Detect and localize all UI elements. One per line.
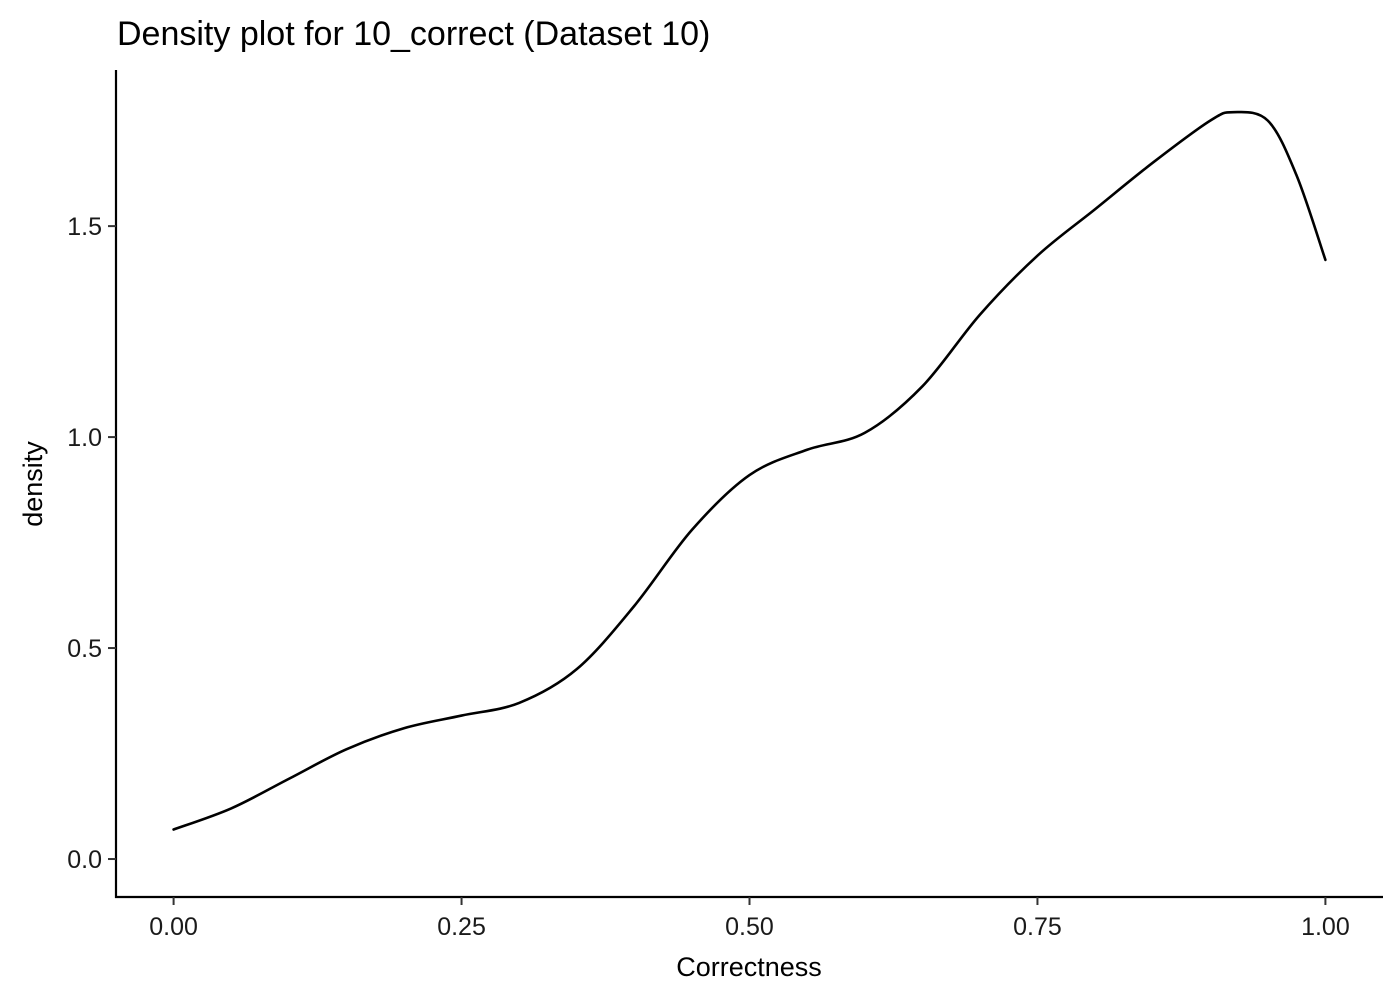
y-tick-label: 1.0 — [67, 424, 102, 452]
x-tick-label: 0.75 — [1013, 913, 1062, 941]
chart-title: Density plot for 10_correct (Dataset 10) — [117, 15, 710, 53]
y-axis-title: density — [18, 441, 48, 527]
y-ticks: 0.0 0.5 1.0 1.5 — [67, 213, 116, 874]
x-tick-label: 0.25 — [437, 913, 486, 941]
x-tick-label: 0.00 — [149, 913, 198, 941]
y-tick-label: 0.5 — [67, 635, 102, 663]
x-ticks: 0.00 0.25 0.50 0.75 1.00 — [149, 897, 1350, 941]
x-tick-label: 0.50 — [725, 913, 774, 941]
x-tick-label: 1.00 — [1301, 913, 1350, 941]
y-tick-label: 0.0 — [67, 846, 102, 874]
y-tick-label: 1.5 — [67, 213, 102, 241]
density-curve — [172, 110, 1327, 831]
x-axis-title: Correctness — [676, 952, 822, 982]
